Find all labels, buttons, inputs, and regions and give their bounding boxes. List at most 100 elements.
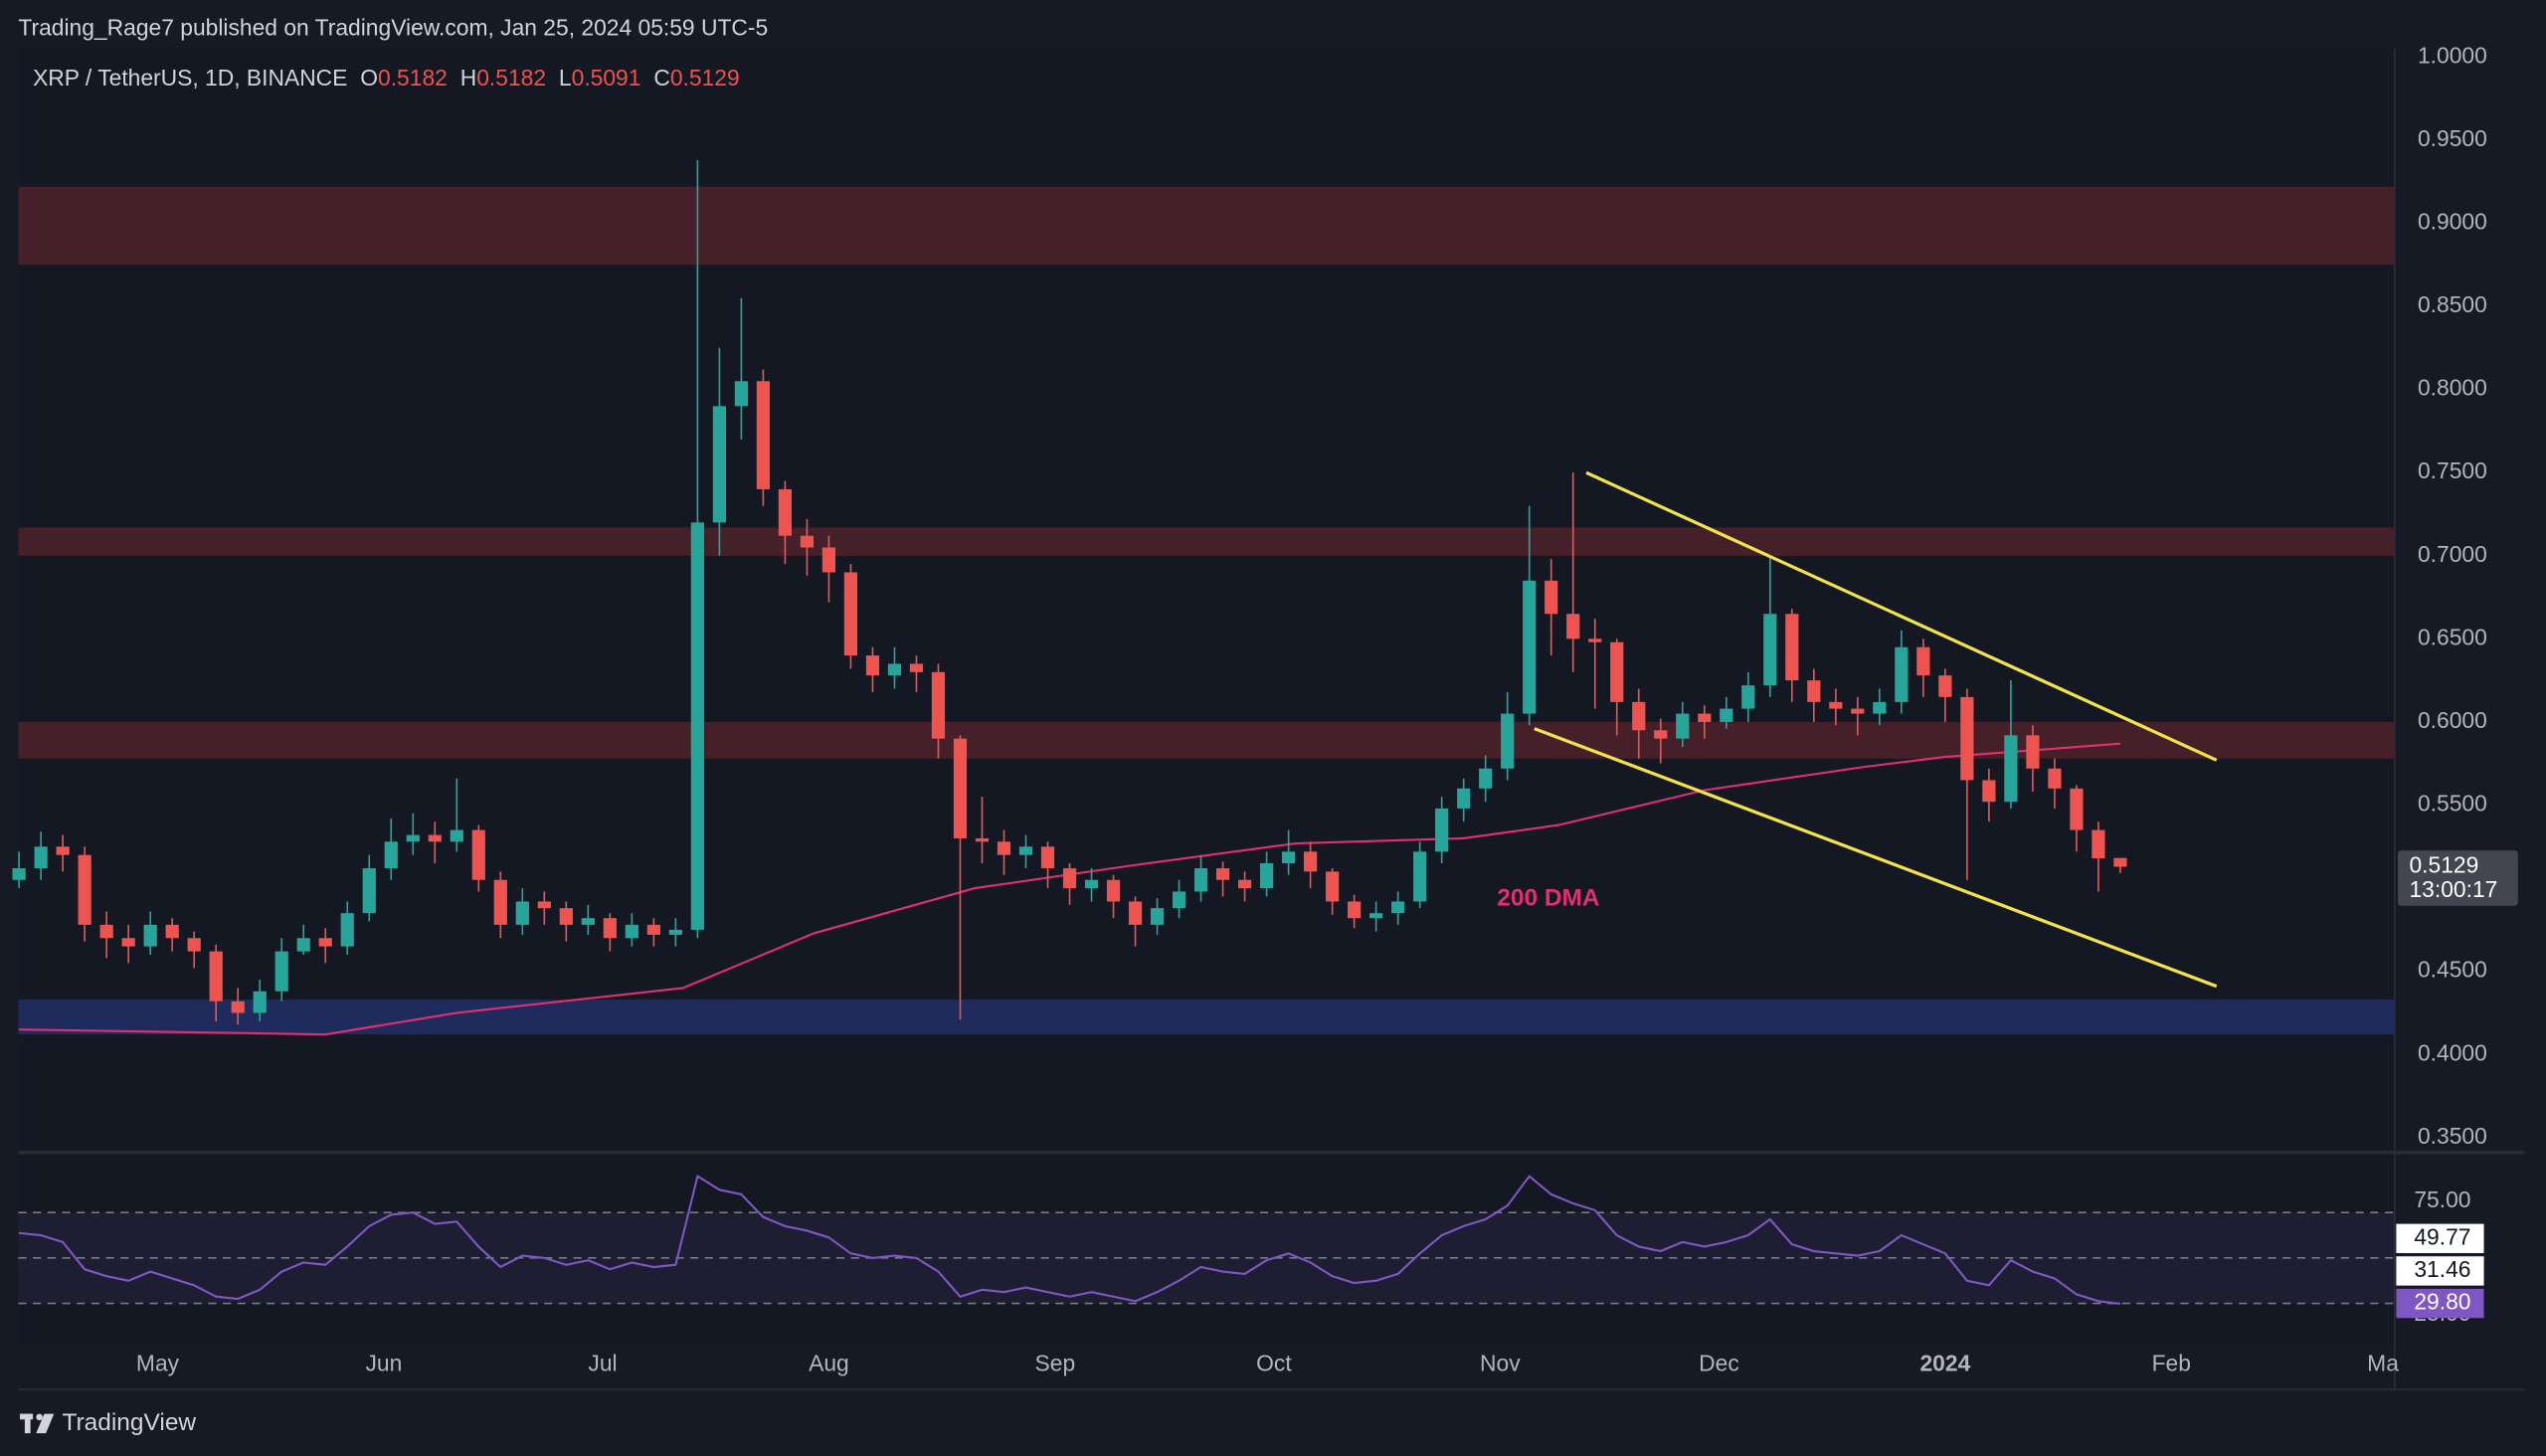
candle-body [406,834,420,842]
candle-body [318,938,332,947]
candle-body [909,663,924,672]
y-tick-label: 0.8500 [2418,291,2487,317]
candle-body [143,924,157,947]
ohlc-letter: C [653,65,670,91]
rsi-readout: 31.46 [2414,1256,2470,1282]
candle-body [1150,908,1165,925]
rsi-pane [18,1156,2395,1345]
candle-body [1172,891,1186,909]
y-tick-label: 0.9000 [2418,209,2487,235]
candle-body [12,868,26,880]
candle-body [450,829,463,842]
y-tick-label: 0.3500 [2418,1123,2487,1149]
candle-body [1720,708,1733,722]
candle-body [78,854,91,925]
candle-body [2004,735,2018,803]
ohlc-letter: H [460,65,476,91]
candle-body [1326,871,1340,902]
candle-body [843,572,858,656]
candle-body [603,918,617,939]
candle-body [1960,696,1974,781]
zone [18,1000,2395,1035]
candle-body [1741,685,1755,709]
candle-body [865,655,880,676]
candle-body [2070,788,2084,830]
candle-body [975,837,990,842]
candle-body [1106,879,1121,902]
candle-body [1545,580,1558,615]
candle-body [1916,646,1930,676]
y-tick-label: 0.6500 [2418,624,2487,649]
logo-part [24,1413,31,1434]
x-tick-label: Jun [366,1351,403,1376]
y-tick-label: 0.7500 [2418,457,2487,483]
candle-body [1215,868,1230,880]
x-tick-label: Dec [1699,1351,1739,1376]
candle-body [1479,768,1493,789]
ohlc-legend: XRP / TetherUS, 1D, BINANCE O0.5182 H0.5… [33,65,740,91]
candle-body [428,834,442,842]
candle-body [1982,780,1996,803]
candle-body [1260,863,1274,889]
candle-body [2026,735,2040,769]
candle-body [1676,713,1690,739]
y-tick-label: 0.7000 [2418,541,2487,567]
candle-body [1369,913,1383,919]
candle-body [1128,901,1143,925]
candle-body [1807,680,1821,702]
candle-body [1018,846,1033,855]
candle-body [931,671,946,739]
candle-body [1698,713,1712,722]
rsi-readout-box [2396,1288,2484,1319]
ohlc-value: 0.5129 [670,65,740,91]
candle-body [625,924,638,939]
candle-body [187,938,201,952]
candle-body [1938,675,1952,697]
candle-body [1763,614,1777,686]
moving-average-line [19,742,2121,1036]
candle-body [712,406,726,523]
tradingview-logo [20,1413,55,1434]
candle-body [471,829,485,880]
ohlc-value: 0.5182 [476,65,546,91]
candle-body [734,381,749,407]
candle-body [1501,713,1515,769]
candle-body [756,381,771,489]
candle-body [559,908,573,925]
countdown-label: 13:00:17 [2409,876,2497,902]
zone [18,186,2395,266]
candle-body [1062,868,1077,889]
rsi-readout-box [2396,1256,2484,1286]
rsi-line [18,1174,2121,1305]
candle-body [1193,868,1208,892]
candle-body [997,841,1011,855]
candle-body [668,929,682,935]
candle-body [1523,580,1537,714]
candle-body [384,841,398,869]
candle-body [1348,901,1362,919]
ohlc-value: 0.5091 [572,65,641,91]
y-tick-label: 0.4500 [2418,957,2487,983]
candle-body [1610,641,1624,702]
candle-body [1895,646,1909,702]
rsi-tick-label: 75.00 [2414,1186,2470,1212]
y-tick-label: 0.6000 [2418,707,2487,733]
candle-body [2113,857,2127,867]
x-tick-label: May [136,1351,180,1376]
candle-body [1304,851,1318,872]
candle-body [515,901,529,925]
footer-brand: TradingView [62,1409,196,1436]
candle-body [34,846,48,869]
candle-body [690,522,704,930]
candle-body [646,924,660,935]
candle-body [121,938,135,947]
x-tick-label: Sep [1035,1351,1076,1376]
candle-body [1851,708,1865,714]
candle-body [274,951,288,992]
candle-body [231,1001,245,1013]
rsi-readout: 49.77 [2414,1223,2470,1249]
plot-layer: 0.35000.40000.45000.50000.55000.60000.65… [12,42,2518,1376]
candle-body [1588,638,1602,642]
x-tick-label: Oct [1256,1351,1292,1376]
